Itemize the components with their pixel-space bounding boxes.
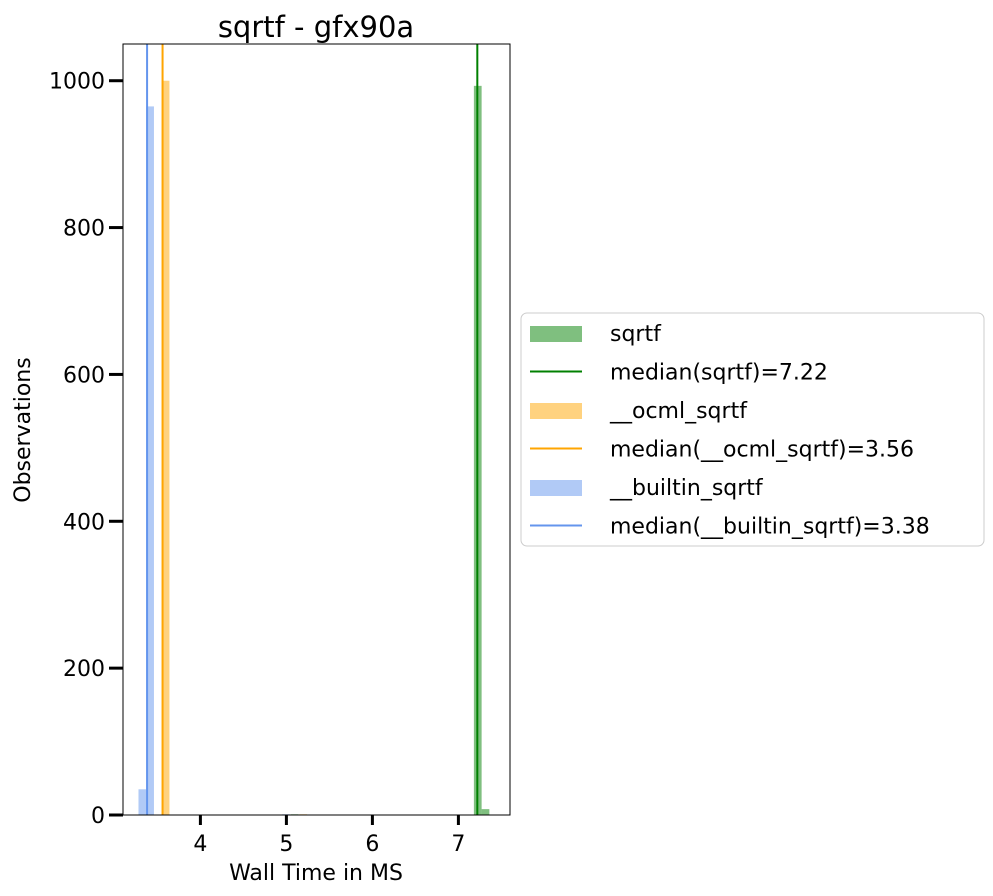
chart-title: sqrtf - gfx90a xyxy=(218,10,414,44)
y-tick-label: 1000 xyxy=(49,70,105,95)
legend-label: median(__ocml_sqrtf)=3.56 xyxy=(610,438,914,463)
legend-item: __builtin_sqrtf xyxy=(530,476,764,501)
y-tick-label: 0 xyxy=(91,804,105,829)
legend-label: __builtin_sqrtf xyxy=(609,476,764,501)
y-tick-label: 600 xyxy=(63,363,105,388)
histogram-bar xyxy=(146,106,154,815)
x-axis-label: Wall Time in MS xyxy=(229,861,403,886)
legend-item: median(__ocml_sqrtf)=3.56 xyxy=(530,438,914,463)
y-tick-label: 400 xyxy=(63,510,105,535)
histogram-bar xyxy=(481,809,490,815)
legend-swatch xyxy=(530,403,582,419)
plot-area xyxy=(138,44,490,815)
legend-item: median(__builtin_sqrtf)=3.38 xyxy=(530,515,930,540)
legend-frame xyxy=(520,312,985,547)
legend-label: median(__builtin_sqrtf)=3.38 xyxy=(610,515,930,540)
legend-swatch xyxy=(530,326,582,342)
y-tick-label: 200 xyxy=(63,657,105,682)
legend-label: sqrtf xyxy=(610,322,662,347)
legend-item: sqrtf xyxy=(530,322,662,347)
axis-ticks: 4 5 6 7 0 200 400 600 800 1000 xyxy=(49,70,465,857)
legend-swatch xyxy=(530,480,582,496)
x-tick-label: 6 xyxy=(365,832,379,857)
legend: sqrtf median(sqrtf)=7.22 __ocml_sqrtfmedia… xyxy=(520,312,985,547)
x-tick-label: 4 xyxy=(193,832,207,857)
x-tick-label: 5 xyxy=(279,832,293,857)
legend-label: __ocml_sqrtf xyxy=(609,399,748,424)
histogram-bar xyxy=(161,80,170,815)
legend-item: __ocml_sqrtf xyxy=(530,399,748,424)
x-tick-label: 7 xyxy=(451,832,465,857)
y-axis-label: Observations xyxy=(11,357,36,502)
histogram-bar xyxy=(138,789,147,815)
y-tick-label: 800 xyxy=(63,217,105,242)
legend-label: median(sqrtf)=7.22 xyxy=(610,361,828,386)
legend-item: median(sqrtf)=7.22 xyxy=(530,361,828,386)
plot-frame xyxy=(122,43,511,816)
